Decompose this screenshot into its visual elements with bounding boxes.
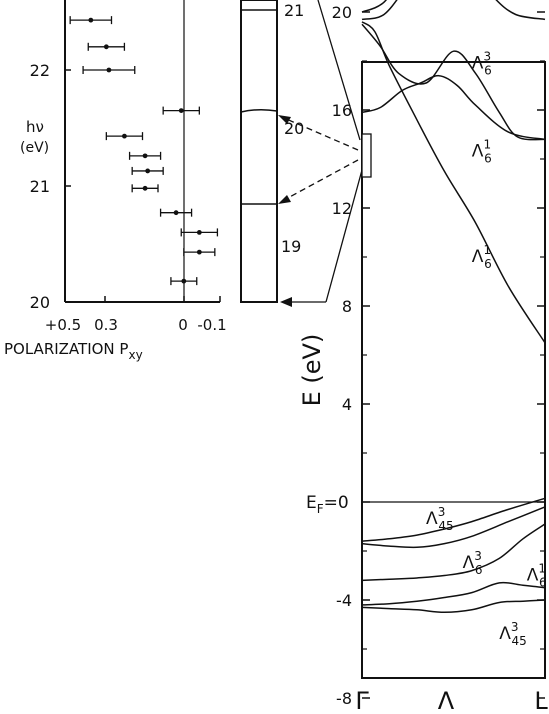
scale-tick-19: 19 (281, 237, 301, 256)
dashed-arrow-lower (283, 159, 359, 201)
scale-curve-20 (240, 108, 278, 113)
gamma-highlight-box (361, 133, 372, 178)
band-y-tick-label: -8 (336, 689, 352, 708)
x-tick-label-neg-0-1: -0.1 (197, 316, 226, 334)
band-curve (361, 0, 546, 21)
x-label-l: L (534, 687, 548, 714)
band-curve (361, 497, 546, 542)
band-label: Λ3 6 (472, 49, 492, 77)
data-point (142, 153, 148, 159)
data-point (122, 133, 127, 139)
band-label: Λ1 6 (472, 138, 492, 166)
fermi-label-value: =0 (324, 493, 349, 513)
data-point (106, 67, 112, 73)
x-tick-label-0: 0 (178, 316, 188, 334)
polarization-data-points (69, 16, 219, 286)
fermi-label-e: E (306, 493, 317, 513)
arrow-line-bottom (325, 169, 363, 303)
band-curves (361, 0, 546, 614)
scale-tick-20: 20 (284, 119, 304, 138)
dashed-arrow-upper (283, 117, 359, 151)
data-point (178, 108, 184, 113)
x-tick-label-0-5: +0.5 (45, 316, 81, 334)
band-y-tick-label: 8 (342, 297, 352, 316)
ev-unit-label: (eV) (20, 140, 49, 156)
arrowhead-bottom (280, 297, 292, 307)
band-y-ticks: -8 -4 4 8 12 16 20 (332, 3, 545, 708)
x-label-gamma: Γ (355, 687, 369, 714)
connector-top-line (317, 0, 361, 141)
polarization-panel: 20 21 22 hν (eV) +0.5 0.3 0 -0.1 POLARIZ… (4, 0, 227, 362)
data-point (145, 168, 151, 174)
band-curve (361, 74, 546, 141)
data-point (103, 44, 109, 50)
y-tick-label-22: 22 (30, 61, 50, 80)
band-label: Λ1 6 (527, 561, 547, 589)
energy-axis-title: E (eV) (298, 334, 326, 407)
scale-box (240, 0, 278, 303)
data-point (142, 185, 148, 191)
band-y-tick-label: -4 (336, 591, 352, 610)
data-point (88, 17, 94, 23)
band-structure-frame (361, 61, 546, 679)
arrowhead-upper (278, 115, 291, 124)
polarization-axis-title-sub: xy (128, 348, 142, 362)
y-tick-label-20: 20 (30, 293, 50, 312)
band-y-tick-label: 20 (332, 3, 352, 22)
data-point (196, 249, 202, 255)
band-y-tick-label: 12 (332, 199, 352, 218)
band-y-tick-label: 16 (332, 101, 352, 120)
band-curve (361, 23, 546, 141)
polarization-axis-title-main: POLARIZATION P (4, 340, 128, 358)
band-curve (361, 599, 546, 614)
polarization-axis-title: POLARIZATION Pxy (4, 340, 143, 362)
hv-label: hν (26, 118, 44, 136)
band-y-tick-label: 4 (342, 395, 352, 414)
band-curve (361, 506, 546, 549)
x-tick-label-0-3: 0.3 (94, 316, 118, 334)
data-point (181, 278, 187, 284)
band-curve (361, 21, 546, 344)
band-curve (361, 581, 546, 606)
scale-tick-21: 21 (284, 1, 304, 20)
fermi-label-sub: F (317, 502, 324, 516)
x-label-lambda: Λ (438, 687, 455, 714)
band-curve (361, 523, 546, 582)
fermi-level-label: EF=0 (306, 493, 349, 516)
arrowhead-lower (278, 195, 291, 204)
photon-energy-scale-panel: 21 20 19 (240, 0, 363, 307)
data-point (196, 230, 202, 235)
band-label: Λ1 6 (472, 243, 492, 271)
y-tick-label-21: 21 (30, 177, 50, 196)
band-label: Λ3 6 (463, 549, 483, 577)
data-point (173, 210, 179, 216)
